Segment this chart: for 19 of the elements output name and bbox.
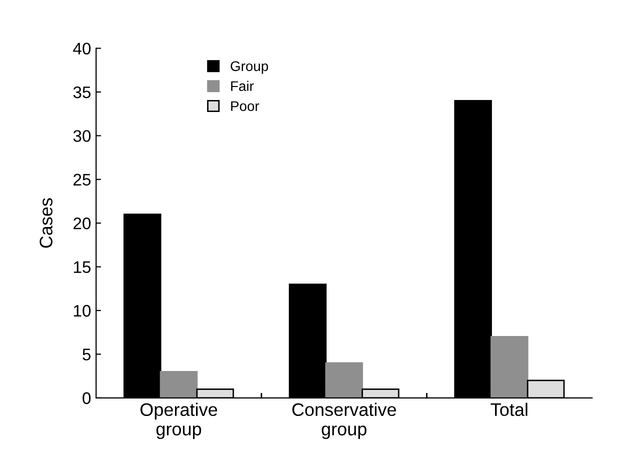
- legend-label: Fair: [231, 80, 254, 92]
- legend-label: Group: [230, 61, 268, 74]
- y-tick-label: 10: [74, 304, 91, 317]
- y-tick-label: 15: [74, 261, 91, 274]
- y-tick-label: 0: [82, 392, 91, 404]
- y-tick-label: 40: [73, 42, 91, 55]
- y-tick-label: 25: [74, 174, 91, 186]
- y-tick-label: 35: [73, 86, 91, 98]
- x-tick-label: Conservative group: [292, 402, 396, 440]
- y-tick-label: 20: [74, 218, 91, 230]
- y-tick-label: 30: [73, 130, 91, 142]
- bar: [490, 336, 528, 398]
- legend-label: Poor: [231, 101, 260, 112]
- x-tick-label: Operative group: [140, 402, 218, 440]
- bar: [160, 370, 198, 398]
- y-tick-label: 5: [82, 348, 91, 360]
- bar: [325, 362, 363, 398]
- x-tick-label: Total: [490, 402, 528, 416]
- y-axis-title: Cases: [40, 198, 52, 248]
